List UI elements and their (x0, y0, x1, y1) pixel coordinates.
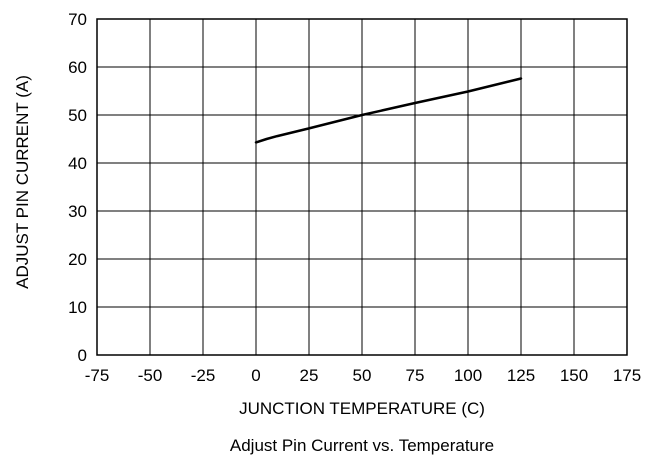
y-axis-title: ADJUST PIN CURRENT (A) (13, 75, 32, 289)
y-tick-label: 60 (68, 58, 87, 77)
x-tick-label: 50 (353, 366, 372, 385)
x-tick-label: 25 (300, 366, 319, 385)
plot-frame (96, 18, 628, 356)
x-tick-label: 75 (406, 366, 425, 385)
y-tick-label: 0 (78, 346, 87, 365)
x-tick-label: -50 (138, 366, 163, 385)
x-tick-label: -75 (85, 366, 110, 385)
x-tick-label: 100 (454, 366, 482, 385)
x-tick-label: 0 (251, 366, 260, 385)
x-tick-labels: -75 -50 -25 0 25 50 75 100 125 150 175 (85, 366, 641, 385)
y-tick-label: 70 (68, 10, 87, 29)
grid (96, 18, 628, 356)
x-tick-label: 175 (613, 366, 641, 385)
y-tick-labels: 0 10 20 30 40 50 60 70 (68, 10, 87, 365)
y-tick-label: 10 (68, 298, 87, 317)
chart-caption: Adjust Pin Current vs. Temperature (230, 436, 494, 455)
x-axis-title: JUNCTION TEMPERATURE (C) (239, 399, 485, 418)
series-layer (254, 77, 523, 144)
y-tick-label: 40 (68, 154, 87, 173)
y-tick-label: 20 (68, 250, 87, 269)
y-tick-label: 50 (68, 106, 87, 125)
y-tick-label: 30 (68, 202, 87, 221)
x-tick-label: 150 (560, 366, 588, 385)
x-tick-label: 125 (507, 366, 535, 385)
series-line-0 (254, 77, 523, 144)
x-tick-label: -25 (191, 366, 216, 385)
